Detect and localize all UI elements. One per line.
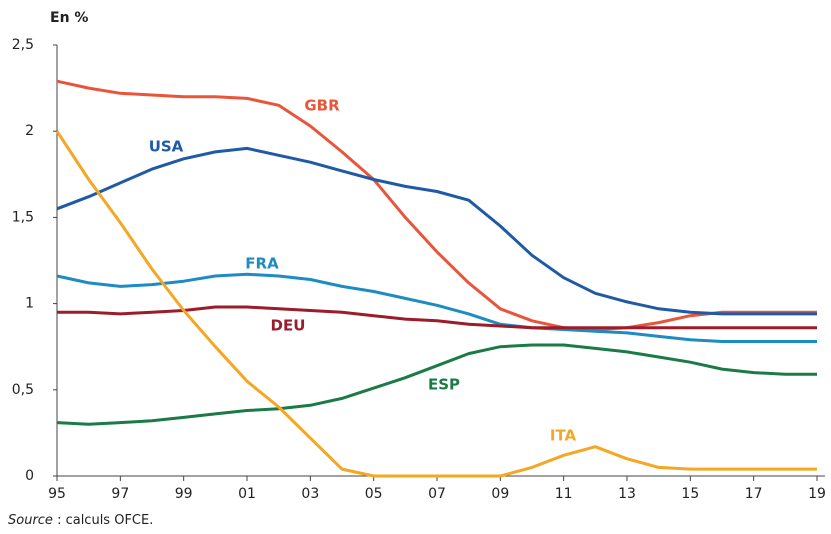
x-tick-label: 13	[618, 486, 636, 502]
series-line	[56, 272, 817, 343]
series-line	[55, 130, 817, 478]
y-tick-label: 0,5	[12, 382, 34, 398]
series-line	[57, 305, 817, 330]
y-tick-label: 1	[25, 296, 34, 312]
source-label: Source	[8, 513, 53, 528]
x-tick-label: 19	[808, 486, 826, 502]
x-tick-label: 01	[238, 486, 256, 502]
y-axis-label: En %	[50, 10, 88, 26]
x-tick-label: 03	[301, 486, 319, 502]
y-tick-label: 2,5	[12, 37, 34, 53]
y-tick-label: 1,5	[12, 209, 34, 225]
x-tick-label: 97	[111, 486, 129, 502]
x-tick-label: 15	[681, 486, 699, 502]
source-text: : calculs OFCE.	[53, 513, 153, 528]
series-label: ITA	[550, 427, 577, 445]
y-tick-label: 0	[25, 468, 34, 484]
y-tick-label: 2	[25, 123, 34, 139]
x-tick-label: 05	[365, 486, 383, 502]
series-line	[56, 146, 817, 316]
series-label: FRA	[245, 255, 279, 273]
source-note: Source : calculs OFCE.	[8, 513, 153, 528]
x-tick-label: 09	[491, 486, 509, 502]
series-label: DEU	[271, 317, 306, 335]
x-tick-label: 95	[48, 486, 66, 502]
x-tick-label: 17	[745, 486, 763, 502]
x-tick-label: 99	[175, 486, 193, 502]
series-line	[56, 343, 817, 426]
x-tick-label: 07	[428, 486, 446, 502]
series-label: GBR	[304, 97, 340, 115]
series-line	[56, 79, 817, 331]
series-label: ESP	[428, 376, 460, 394]
x-tick-label: 11	[555, 486, 573, 502]
series-label: USA	[149, 138, 184, 156]
